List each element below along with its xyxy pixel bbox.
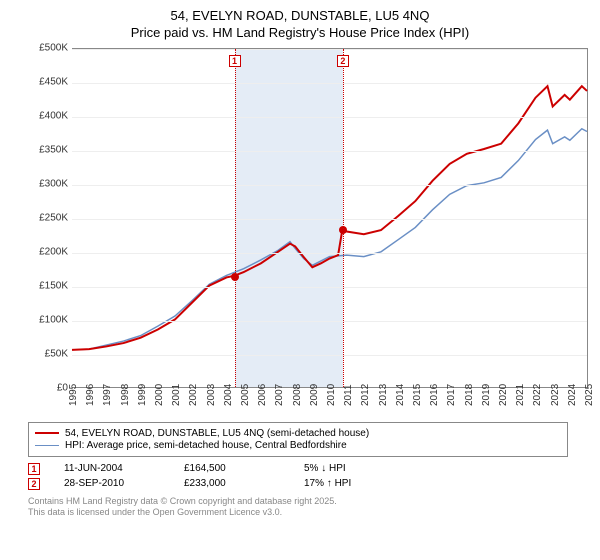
legend-swatch xyxy=(35,432,59,434)
transactions-table: 1 11-JUN-2004£164,5005% ↓ HPI 2 28-SEP-2010… xyxy=(28,463,568,490)
series-line-hpi xyxy=(72,129,587,350)
x-tick-label: 2000 xyxy=(154,384,165,406)
transaction-point-dot xyxy=(231,273,239,281)
transaction-row: 2 28-SEP-2010£233,00017% ↑ HPI xyxy=(28,478,568,490)
plot-area: 12 xyxy=(72,48,588,388)
x-tick-label: 2010 xyxy=(326,384,337,406)
transaction-date: 11-JUN-2004 xyxy=(64,463,184,474)
y-tick-label: £400K xyxy=(39,110,68,121)
y-tick-label: £50K xyxy=(45,348,68,359)
x-tick-label: 2023 xyxy=(550,384,561,406)
series-line-price_paid xyxy=(72,86,587,350)
chart-title: 54, EVELYN ROAD, DUNSTABLE, LU5 4NQ Pric… xyxy=(10,8,590,42)
transaction-date: 28-SEP-2010 xyxy=(64,478,184,489)
x-tick-label: 1996 xyxy=(85,384,96,406)
y-tick-label: £250K xyxy=(39,212,68,223)
y-gridline xyxy=(72,287,587,288)
x-tick-label: 1995 xyxy=(68,384,79,406)
y-gridline xyxy=(72,219,587,220)
x-tick-label: 1998 xyxy=(120,384,131,406)
x-tick-label: 2016 xyxy=(429,384,440,406)
legend: 54, EVELYN ROAD, DUNSTABLE, LU5 4NQ (sem… xyxy=(28,422,568,457)
x-tick-label: 2011 xyxy=(343,384,354,406)
x-tick-label: 2020 xyxy=(498,384,509,406)
x-tick-label: 2004 xyxy=(223,384,234,406)
x-tick-label: 2025 xyxy=(584,384,595,406)
title-line1: 54, EVELYN ROAD, DUNSTABLE, LU5 4NQ xyxy=(171,8,430,23)
transaction-delta: 5% ↓ HPI xyxy=(304,463,424,474)
transaction-row-marker: 2 xyxy=(28,478,40,490)
x-tick-label: 2018 xyxy=(464,384,475,406)
legend-row: 54, EVELYN ROAD, DUNSTABLE, LU5 4NQ (sem… xyxy=(35,428,561,439)
x-tick-label: 2019 xyxy=(481,384,492,406)
chart-lines xyxy=(72,49,587,387)
x-tick-label: 2001 xyxy=(171,384,182,406)
y-gridline xyxy=(72,355,587,356)
x-tick-label: 2017 xyxy=(446,384,457,406)
x-tick-label: 2002 xyxy=(188,384,199,406)
y-gridline xyxy=(72,117,587,118)
y-gridline xyxy=(72,49,587,50)
y-tick-label: £200K xyxy=(39,246,68,257)
y-tick-label: £300K xyxy=(39,178,68,189)
x-tick-label: 2014 xyxy=(395,384,406,406)
legend-label: 54, EVELYN ROAD, DUNSTABLE, LU5 4NQ (sem… xyxy=(65,428,369,439)
y-tick-label: £150K xyxy=(39,280,68,291)
transaction-marker-box: 2 xyxy=(337,55,349,67)
footer-note: Contains HM Land Registry data © Crown c… xyxy=(28,496,568,519)
x-tick-label: 2008 xyxy=(292,384,303,406)
legend-row: HPI: Average price, semi-detached house,… xyxy=(35,440,561,451)
y-gridline xyxy=(72,151,587,152)
y-tick-label: £450K xyxy=(39,76,68,87)
footer-line1: Contains HM Land Registry data © Crown c… xyxy=(28,496,337,506)
x-tick-label: 2015 xyxy=(412,384,423,406)
transaction-delta: 17% ↑ HPI xyxy=(304,478,424,489)
y-tick-label: £100K xyxy=(39,314,68,325)
x-tick-label: 2013 xyxy=(378,384,389,406)
transaction-row-marker: 1 xyxy=(28,463,40,475)
y-gridline xyxy=(72,185,587,186)
y-gridline xyxy=(72,321,587,322)
legend-label: HPI: Average price, semi-detached house,… xyxy=(65,440,347,451)
title-line2: Price paid vs. HM Land Registry's House … xyxy=(131,25,469,40)
footer-line2: This data is licensed under the Open Gov… xyxy=(28,507,282,517)
transaction-vline xyxy=(235,49,236,387)
x-tick-label: 2022 xyxy=(532,384,543,406)
y-tick-label: £500K xyxy=(39,42,68,53)
legend-swatch xyxy=(35,445,59,446)
y-axis: £0£50K£100K£150K£200K£250K£300K£350K£400… xyxy=(28,48,72,388)
transaction-price: £233,000 xyxy=(184,478,304,489)
transaction-marker-box: 1 xyxy=(229,55,241,67)
x-tick-label: 2007 xyxy=(274,384,285,406)
x-tick-label: 1999 xyxy=(137,384,148,406)
x-tick-label: 2012 xyxy=(360,384,371,406)
y-tick-label: £350K xyxy=(39,144,68,155)
chart-area: £0 £50K £100K £150K £200K £250K £300K £350K £400… xyxy=(28,48,588,418)
y-gridline xyxy=(72,83,587,84)
x-tick-label: 2024 xyxy=(567,384,578,406)
x-tick-label: 2003 xyxy=(206,384,217,406)
transaction-row: 1 11-JUN-2004£164,5005% ↓ HPI xyxy=(28,463,568,475)
x-axis: 1995199619971998199920002001200220032004… xyxy=(72,388,588,418)
x-tick-label: 1997 xyxy=(102,384,113,406)
transaction-price: £164,500 xyxy=(184,463,304,474)
y-tick-label: £0 xyxy=(57,382,68,393)
x-tick-label: 2021 xyxy=(515,384,526,406)
transaction-point-dot xyxy=(339,226,347,234)
x-tick-label: 2005 xyxy=(240,384,251,406)
y-gridline xyxy=(72,253,587,254)
x-tick-label: 2006 xyxy=(257,384,268,406)
x-tick-label: 2009 xyxy=(309,384,320,406)
transaction-vline xyxy=(343,49,344,387)
